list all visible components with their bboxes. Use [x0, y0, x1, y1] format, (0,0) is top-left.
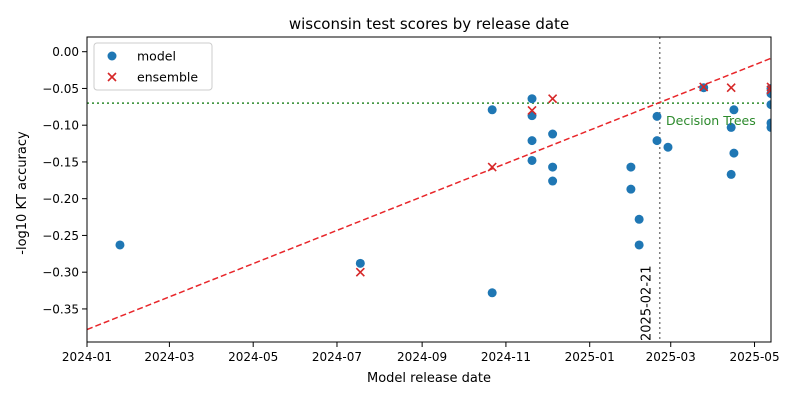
- y-axis: 0.00 −0.05 −0.10 −0.15 −0.20 −0.25 −0.30 −0.35: [42, 45, 87, 316]
- data-point: [634, 214, 644, 224]
- y-tick-label: −0.05: [42, 82, 79, 96]
- data-point: [729, 148, 739, 158]
- chart-title: wisconsin test scores by release date: [289, 15, 569, 33]
- legend-label-ensemble: ensemble: [137, 70, 198, 85]
- data-point: [766, 82, 771, 92]
- x-tick-label: 2025-05: [729, 350, 779, 364]
- x-tick-label: 2024-07: [312, 350, 362, 364]
- data-point: [548, 162, 558, 172]
- data-point: [527, 136, 537, 146]
- data-point: [726, 83, 736, 93]
- series-ensemble: [355, 82, 771, 277]
- reference-line-label: Decision Trees: [666, 113, 756, 128]
- data-point: [626, 184, 636, 194]
- legend-marker-model: [107, 51, 117, 61]
- data-point: [652, 111, 662, 121]
- data-point: [663, 142, 673, 152]
- data-point: [729, 105, 739, 115]
- data-point: [487, 288, 497, 298]
- data-point: [766, 85, 771, 95]
- data-point: [527, 111, 537, 121]
- y-tick-label: −0.15: [42, 155, 79, 169]
- trend-line: [87, 57, 771, 331]
- y-tick-label: −0.20: [42, 192, 79, 206]
- data-point: [766, 100, 771, 110]
- data-point: [548, 94, 558, 104]
- x-tick-label: 2024-03: [144, 350, 194, 364]
- x-tick-label: 2024-11: [481, 350, 531, 364]
- plot-frame: [86, 36, 772, 343]
- data-point: [355, 258, 365, 268]
- data-point: [527, 105, 537, 116]
- data-point: [766, 122, 771, 132]
- y-tick-label: −0.25: [42, 229, 79, 243]
- data-point: [652, 136, 662, 146]
- legend: model ensemble: [93, 42, 213, 91]
- y-tick-label: −0.35: [42, 302, 79, 316]
- x-tick-label: 2024-01: [62, 350, 112, 364]
- y-tick-label: −0.30: [42, 266, 79, 280]
- series-model: [115, 83, 771, 298]
- data-point: [487, 162, 497, 172]
- data-point: [548, 129, 558, 139]
- data-point: [634, 240, 644, 250]
- x-tick-label: 2025-03: [646, 350, 696, 364]
- y-axis-label: -log10 KT accuracy: [15, 131, 30, 255]
- data-point: [527, 94, 537, 104]
- x-tick-label: 2024-09: [397, 350, 447, 364]
- data-point: [726, 169, 736, 179]
- plot-area: Decision Trees 2025-02-21: [86, 36, 772, 343]
- data-point: [626, 162, 636, 172]
- vertical-marker-label: 2025-02-21: [640, 265, 655, 341]
- legend-box: [93, 42, 213, 91]
- data-point: [487, 105, 497, 115]
- x-tick-label: 2024-05: [228, 350, 278, 364]
- x-axis-label: Model release date: [367, 371, 491, 386]
- data-point: [699, 82, 709, 92]
- x-axis: 2024-01 2024-03 2024-05 2024-07 2024-09 2024-…: [62, 342, 780, 364]
- data-point: [548, 176, 558, 186]
- data-point: [726, 122, 736, 132]
- data-point: [355, 267, 365, 277]
- x-tick-label: 2025-01: [565, 350, 615, 364]
- data-point: [527, 155, 537, 165]
- y-tick-label: −0.10: [42, 119, 79, 133]
- legend-label-model: model: [137, 49, 176, 64]
- data-point: [115, 240, 125, 250]
- plot-content: [87, 37, 771, 342]
- y-tick-label: 0.00: [52, 45, 79, 59]
- legend-marker-ensemble: [107, 72, 117, 82]
